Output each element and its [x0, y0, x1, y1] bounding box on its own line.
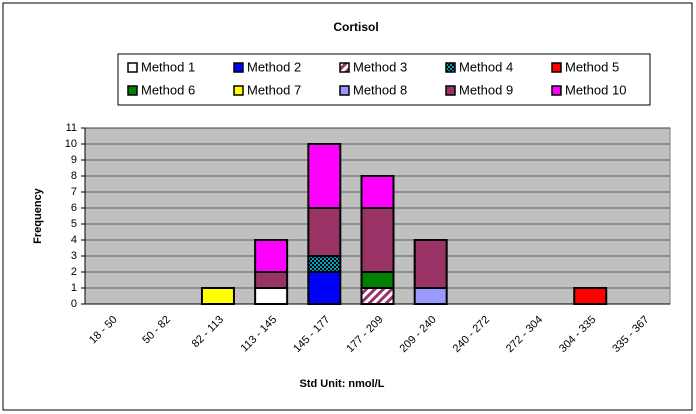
legend-swatch [233, 62, 244, 73]
y-tick-label: 3 [71, 250, 77, 262]
legend-label: Method 6 [141, 82, 195, 97]
legend-swatch [551, 62, 562, 73]
legend-label: Method 2 [247, 59, 301, 74]
legend-swatch [445, 62, 456, 73]
y-tick-label: 6 [71, 202, 77, 214]
y-tick-label: 11 [66, 122, 77, 134]
x-axis-title: Std Unit: nmol/L [300, 378, 385, 390]
legend-label: Method 9 [459, 82, 513, 97]
legend-label: Method 3 [353, 59, 407, 74]
bar-segment [254, 287, 289, 305]
legend-swatch [127, 62, 138, 73]
bar-segment [413, 239, 448, 289]
bar-segment [307, 143, 342, 209]
legend-label: Method 4 [459, 59, 513, 74]
y-tick-label: 10 [65, 138, 77, 150]
y-tick-label: 2 [71, 266, 77, 278]
bar-segment [307, 255, 342, 273]
bar-segment [200, 287, 235, 305]
bar-segment [360, 287, 395, 305]
bar-segment [413, 287, 448, 305]
legend-label: Method 10 [565, 82, 626, 97]
legend-label: Method 1 [141, 59, 195, 74]
bar-segment [360, 271, 395, 289]
y-tick-label: 4 [71, 234, 77, 246]
y-tick-label: 5 [71, 218, 77, 230]
legend-swatch [339, 62, 350, 73]
legend-swatch [339, 85, 350, 96]
y-tick-label: 8 [71, 170, 77, 182]
bar-segment [573, 287, 608, 305]
bar-segment [360, 175, 395, 209]
legend-label: Method 7 [247, 82, 301, 97]
y-axis-title: Frequency [32, 187, 44, 244]
y-tick-label: 1 [71, 282, 77, 294]
y-tick-label: 0 [71, 298, 77, 310]
chart-title: Cortisol [333, 20, 378, 34]
bar-segment [307, 271, 342, 305]
y-tick-label: 7 [71, 186, 77, 198]
bar-segment [254, 271, 289, 289]
y-tick-label: 9 [71, 154, 77, 166]
bar-segment [360, 207, 395, 273]
bar-segment [307, 207, 342, 257]
legend-swatch [445, 85, 456, 96]
legend-swatch [233, 85, 244, 96]
bar-segment [254, 239, 289, 273]
legend-label: Method 5 [565, 59, 619, 74]
legend-swatch [127, 85, 138, 96]
legend-label: Method 8 [353, 82, 407, 97]
legend-swatch [551, 85, 562, 96]
